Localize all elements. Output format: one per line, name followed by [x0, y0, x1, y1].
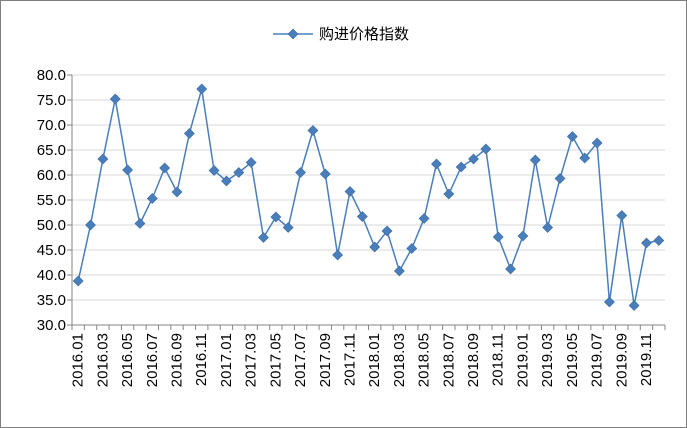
data-point-marker — [245, 157, 257, 168]
legend-marker-swatch — [287, 28, 299, 40]
x-tick-label: 2016.11 — [193, 333, 210, 386]
series-markers — [72, 83, 665, 311]
data-point-marker — [97, 153, 109, 165]
y-tick-label: 30.0 — [37, 317, 66, 334]
x-tick-label: 2018.01 — [366, 333, 383, 387]
x-tick-label: 2019.07 — [589, 333, 606, 387]
data-point-marker — [319, 168, 331, 180]
y-axis-tick-labels: 30.0 35.0 40.0 45.0 50.0 55.0 60.0 65.0 70.0 75.0… — [37, 67, 66, 334]
gridlines — [67, 74, 665, 326]
data-point-marker — [171, 186, 183, 198]
x-tick-label: 2017.01 — [218, 333, 235, 387]
x-tick-label: 2017.07 — [292, 333, 309, 387]
data-point-marker — [344, 186, 356, 197]
x-axis-tick-labels: 2016.01 2016.03 2016.05 2016.07 2016.09 2016.… — [70, 333, 655, 387]
data-point-marker — [369, 241, 381, 253]
data-point-marker — [85, 219, 96, 231]
data-point-marker — [109, 93, 121, 105]
data-point-marker — [258, 232, 269, 243]
legend-series-label: 购进价格指数 — [319, 25, 409, 43]
x-tick-label: 2018.07 — [440, 333, 457, 387]
data-point-marker — [505, 263, 516, 275]
x-tick-label: 2016.01 — [70, 333, 87, 387]
data-point-marker — [208, 165, 220, 176]
data-point-marker — [641, 237, 652, 249]
data-point-marker — [282, 222, 294, 233]
x-tick-label: 2016.05 — [119, 333, 136, 387]
data-point-marker — [393, 265, 405, 277]
x-tick-label: 2017.05 — [267, 333, 284, 387]
y-tick-label: 45.0 — [37, 242, 66, 259]
data-point-marker — [517, 230, 529, 242]
x-tick-label: 2018.03 — [391, 333, 408, 387]
series-line — [77, 88, 659, 306]
x-tick-label: 2019.03 — [539, 333, 556, 387]
data-point-marker — [307, 125, 319, 136]
data-point-marker — [566, 131, 578, 142]
x-tick-label: 2017.09 — [317, 333, 334, 387]
data-point-marker — [381, 225, 393, 237]
data-point-marker — [233, 167, 245, 178]
x-tick-label: 2016.03 — [94, 333, 111, 387]
data-point-marker — [159, 162, 171, 174]
data-point-marker — [295, 167, 306, 178]
x-tick-label: 2018.11 — [490, 333, 507, 386]
data-point-marker — [332, 249, 344, 261]
axes — [71, 75, 666, 330]
data-point-marker — [270, 211, 282, 223]
y-tick-label: 35.0 — [37, 292, 66, 309]
data-point-marker — [431, 158, 442, 170]
data-point-marker — [480, 143, 492, 155]
y-tick-label: 65.0 — [37, 142, 66, 159]
x-tick-label: 2018.09 — [465, 333, 482, 387]
data-point-marker — [356, 211, 368, 222]
data-point-marker — [183, 128, 195, 139]
data-point-marker — [542, 222, 554, 233]
x-tick-label: 2019.05 — [564, 333, 581, 387]
data-point-marker — [468, 153, 479, 165]
data-point-marker — [616, 210, 628, 221]
data-point-marker — [72, 275, 84, 287]
y-tick-label: 50.0 — [37, 217, 66, 234]
data-point-marker — [455, 161, 467, 173]
data-point-marker — [603, 296, 615, 308]
data-point-marker — [628, 300, 640, 311]
x-tick-label: 2016.07 — [144, 333, 161, 387]
data-point-marker — [418, 213, 430, 224]
y-tick-label: 80.0 — [37, 67, 66, 84]
data-point-marker — [406, 243, 418, 254]
y-tick-label: 75.0 — [37, 92, 66, 109]
y-tick-label: 40.0 — [37, 267, 66, 284]
y-tick-label: 55.0 — [37, 192, 66, 209]
data-point-marker — [554, 173, 566, 184]
x-tick-label: 2017.11 — [341, 333, 358, 386]
data-point-marker — [122, 164, 134, 176]
data-point-marker — [196, 83, 208, 95]
data-point-marker — [221, 175, 232, 187]
x-tick-label: 2019.01 — [514, 333, 531, 387]
data-point-marker — [591, 137, 603, 149]
data-point-marker — [653, 235, 665, 246]
data-point-marker — [579, 152, 591, 164]
data-point-marker — [443, 188, 455, 200]
x-tick-label: 2018.05 — [416, 333, 433, 387]
legend: 购进价格指数 — [273, 25, 409, 43]
y-tick-label: 70.0 — [37, 117, 66, 134]
data-point-marker — [146, 193, 158, 204]
data-point-marker — [529, 154, 541, 166]
data-point-marker — [492, 231, 504, 243]
x-tick-label: 2017.03 — [243, 333, 260, 387]
x-tick-label: 2019.09 — [613, 333, 630, 387]
x-tick-label: 2019.11 — [638, 333, 655, 386]
x-tick-label: 2016.09 — [169, 333, 186, 387]
data-point-marker — [134, 218, 146, 229]
y-tick-label: 60.0 — [37, 167, 66, 184]
